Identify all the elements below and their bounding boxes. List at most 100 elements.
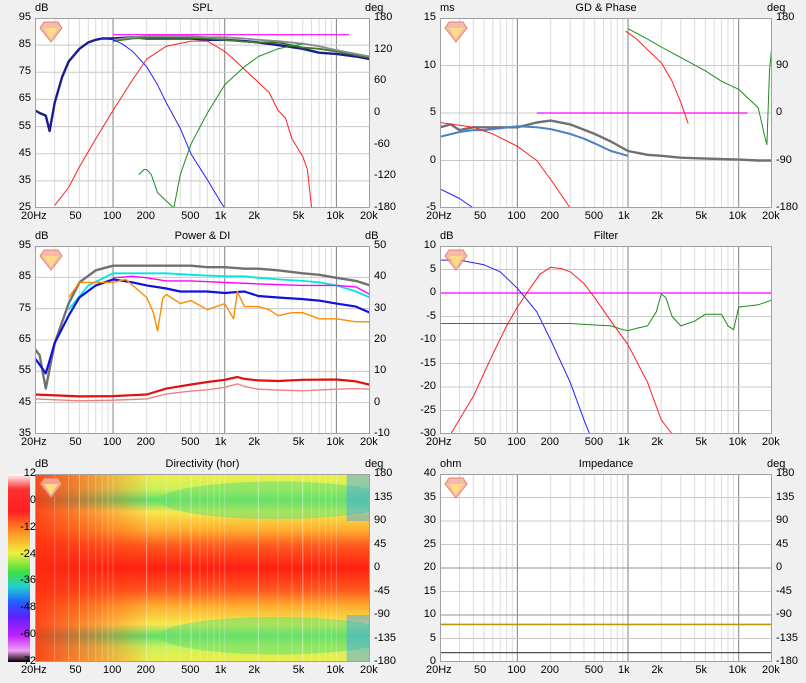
gd-y2tick: 180	[776, 11, 795, 23]
imp-y2tick: 180	[776, 467, 795, 479]
imp-ytick: 15	[423, 584, 436, 597]
spl-logo-icon	[39, 21, 63, 43]
pdi-ytick: 55	[18, 364, 31, 377]
imp-ytick: 25	[423, 537, 436, 550]
gd-xtick: 100	[507, 210, 526, 222]
pdi-series-4	[68, 278, 370, 332]
imp-right-unit: deg	[767, 458, 786, 470]
spl-plot-area	[35, 18, 370, 208]
imp-logo-icon	[444, 477, 468, 499]
imp-y2tick: -90	[776, 608, 792, 620]
filter-logo-icon	[444, 249, 468, 271]
gd-ytick: 0	[429, 153, 436, 166]
spl-y2tick: 180	[374, 11, 393, 23]
spl-series-1	[112, 36, 370, 59]
dir-xtick: 50	[69, 664, 82, 676]
pdi-plot-area	[35, 246, 370, 434]
pdi-title: Power & DI	[174, 230, 231, 242]
pdi-ytick: 65	[18, 333, 31, 345]
dir-ytick: -12	[20, 520, 36, 533]
pdi-y2tick: 0	[374, 395, 381, 408]
spl-y2tick: -60	[374, 137, 390, 150]
imp-xtick: 50	[474, 664, 487, 676]
spl-y2tick: 120	[374, 42, 393, 55]
imp-ytick: 20	[423, 561, 436, 573]
gd-xtick: 5k	[695, 210, 707, 222]
directivity-colorbar	[8, 474, 30, 662]
pdi-xtick: 200	[136, 436, 156, 448]
gd-logo-icon	[444, 21, 468, 43]
pdi-right-unit: dB	[365, 230, 379, 242]
gd-y2tick: 90	[776, 58, 789, 71]
pdi-series-6	[35, 383, 370, 402]
gd-ytick: 10	[423, 58, 436, 71]
filter-xtick: 20k	[762, 436, 780, 448]
pdi-y2tick: -10	[374, 427, 390, 439]
pdi-ytick: 85	[18, 270, 31, 283]
pdi-y2tick: 20	[374, 333, 387, 345]
filter-ytick: -25	[420, 403, 436, 416]
dir-plot-area	[35, 474, 370, 662]
spl-ytick: 65	[18, 92, 31, 105]
dir-ytick: 12	[23, 467, 36, 479]
dir-y2tick: -45	[374, 584, 390, 597]
pdi-xtick: 2k	[248, 436, 260, 448]
spl-title: SPL	[192, 2, 213, 14]
spl-xtick: 1k	[214, 210, 227, 222]
filter-xtick: 100	[507, 436, 526, 448]
dir-y2tick: 90	[374, 514, 387, 526]
gd-left-unit: ms	[440, 2, 455, 14]
spl-series-4	[102, 38, 226, 208]
pdi-ytick: 45	[18, 395, 31, 408]
spl-y2tick: -180	[374, 201, 397, 213]
imp-xtick: 5k	[695, 664, 707, 676]
dir-xtick: 100	[103, 664, 122, 676]
pdi-y2tick: 10	[374, 364, 387, 377]
dir-y2tick: -90	[374, 608, 390, 620]
imp-xtick: 10k	[728, 664, 747, 676]
pdi-xtick: 100	[103, 436, 122, 448]
dir-xtick: 10k	[326, 664, 345, 676]
imp-y2tick: -180	[776, 655, 799, 667]
spl-ytick: 35	[18, 173, 31, 186]
pdi-ytick: 35	[18, 427, 31, 439]
gd-series-3	[440, 122, 571, 208]
dir-ytick: -48	[20, 601, 36, 614]
pdi-series-0	[35, 264, 370, 390]
imp-xtick: 20Hz	[426, 664, 452, 676]
pdi-series-5	[35, 375, 370, 398]
imp-ytick: 35	[423, 490, 436, 503]
dir-xtick: 20k	[360, 664, 378, 676]
gd-title: GD & Phase	[575, 2, 637, 14]
filter-ytick: -10	[420, 333, 436, 345]
imp-ytick: 0	[429, 655, 436, 667]
spl-ytick: 75	[18, 65, 31, 78]
imp-xtick: 1k	[618, 664, 630, 676]
gd-xtick: 200	[540, 210, 560, 222]
pdi-xtick: 5k	[292, 436, 305, 448]
spl-xtick: 10k	[326, 210, 345, 222]
filter-xtick: 50	[474, 436, 487, 448]
filter-series-3	[440, 293, 772, 332]
filter-ytick: -5	[426, 309, 436, 322]
spl-y2tick: -120	[374, 169, 397, 182]
dir-ytick: -36	[20, 574, 36, 587]
imp-ytick: 5	[429, 631, 436, 644]
gd-xtick: 500	[584, 210, 604, 222]
filter-series-2	[450, 266, 673, 434]
pdi-xtick: 20Hz	[21, 436, 47, 448]
filter-ytick: 10	[423, 239, 436, 251]
gd-series-0	[440, 119, 772, 162]
spl-y2tick: 0	[374, 106, 381, 118]
imp-title: Impedance	[578, 458, 634, 470]
imp-plot-area	[440, 474, 772, 662]
dir-y2tick: -180	[374, 655, 397, 667]
gd-y2tick: 0	[776, 106, 783, 118]
imp-xtick: 500	[584, 664, 604, 676]
dir-y2tick: -135	[374, 631, 397, 644]
spl-right-unit: deg	[365, 2, 384, 14]
dir-xtick: 2k	[248, 664, 260, 676]
filter-xtick: 200	[540, 436, 560, 448]
imp-xtick: 200	[540, 664, 560, 676]
spl-left-unit: dB	[35, 2, 49, 14]
